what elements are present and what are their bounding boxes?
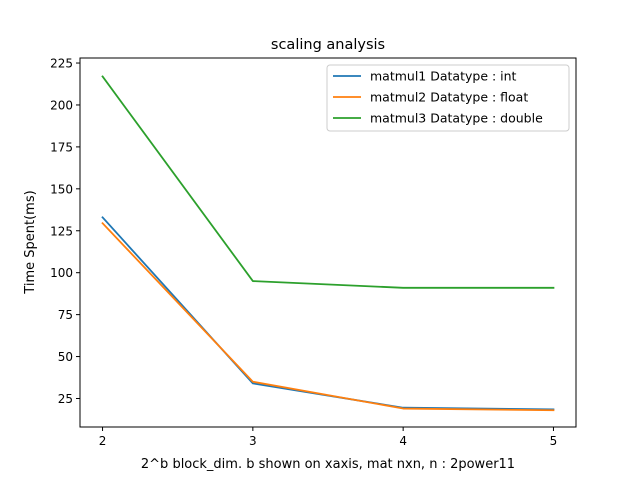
x-tick-label: 2 [99, 434, 107, 448]
legend-label-1: matmul1 Datatype : int [370, 69, 517, 84]
y-tick-label: 100 [50, 266, 73, 280]
series-line-3 [101, 75, 555, 289]
legend-box [326, 64, 570, 132]
y-tick-label: 150 [50, 182, 73, 196]
y-tick-label: 75 [58, 308, 73, 322]
y-tick-label: 50 [58, 350, 73, 364]
legend-label-3: matmul3 Datatype : double [370, 111, 543, 126]
y-tick-label: 25 [58, 392, 73, 406]
x-tick-label: 4 [399, 434, 407, 448]
x-axis: 2 3 4 5 [99, 427, 558, 448]
series-line-2 [101, 221, 555, 412]
x-tick-label: 5 [550, 434, 558, 448]
y-tick-label: 200 [50, 98, 73, 112]
y-tick-label: 175 [50, 140, 73, 154]
plot-frame [79, 57, 577, 428]
y-tick-label: 225 [50, 57, 73, 71]
x-axis-label: 2^b block_dim. b shown on xaxis, mat nxn… [141, 457, 515, 472]
legend-label-2: matmul2 Datatype : float [370, 90, 528, 105]
y-tick-label: 125 [50, 224, 73, 238]
x-tick-label: 3 [249, 434, 257, 448]
legend: matmul1 Datatype : int matmul2 Datatype :… [326, 64, 570, 132]
chart-title: scaling analysis [271, 37, 385, 53]
y-axis: 25 50 75 100 125 150 175 200 225 [50, 57, 80, 406]
y-axis-label: Time Spent(ms) [23, 190, 38, 294]
series-layer [101, 75, 555, 412]
